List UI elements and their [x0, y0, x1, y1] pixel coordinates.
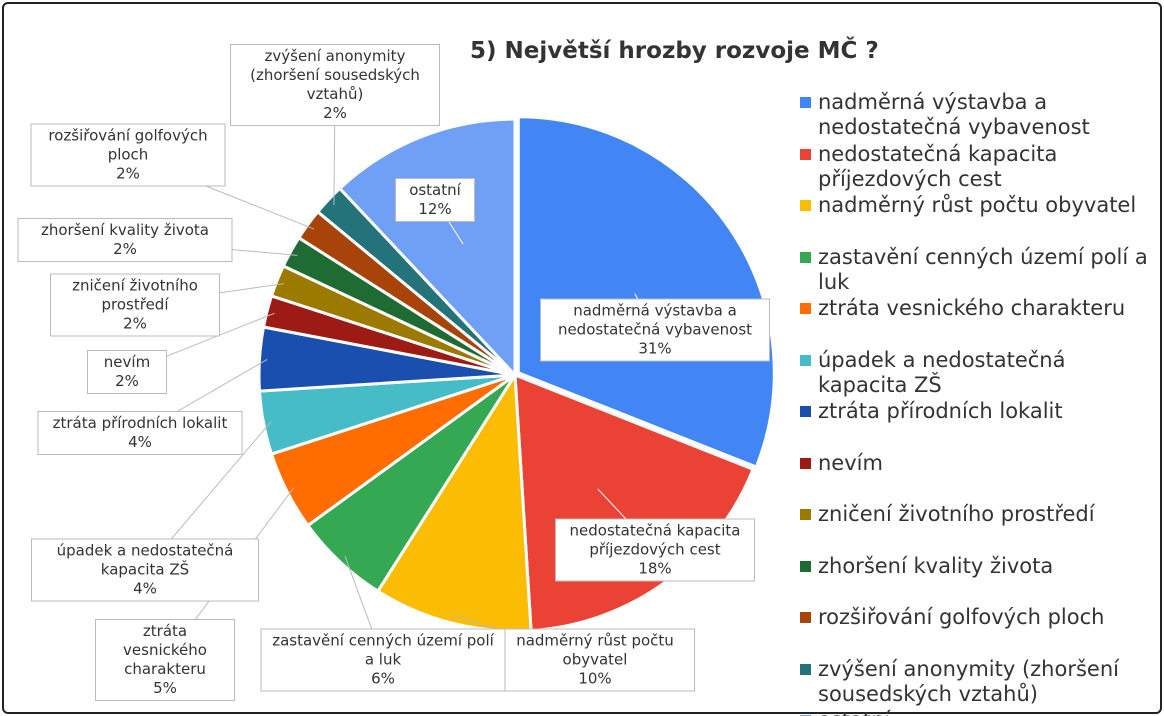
legend-text: zvýšení anonymity (zhoršení sousedských …: [818, 656, 1119, 706]
legend-text: ztráta vesnického charakteru: [818, 296, 1126, 320]
data-label: nedostatečná kapacita příjezdových cest 1…: [555, 518, 755, 582]
legend-item: rozšiřování golfových ploch: [800, 605, 1150, 630]
label-value: 2%: [123, 314, 147, 333]
legend-swatch: [800, 612, 811, 623]
legend-text: úpadek a nedostatečná kapacita ZŠ: [818, 347, 1066, 397]
label-category: zvýšení anonymity (zhoršení sousedských …: [250, 47, 420, 103]
legend-swatch: [800, 97, 811, 108]
legend-text: ostatní: [818, 708, 1150, 716]
label-value: 2%: [115, 372, 139, 390]
label-category: nadměrná výstavba a nedostatečná vybaven…: [557, 301, 753, 339]
legend-text: nevím: [818, 450, 883, 475]
label-category: ztráta vesnického charakteru: [123, 622, 207, 678]
chart-title: 5) Největší hrozby rozvoje MČ ?: [470, 38, 879, 64]
data-label: zvýšení anonymity (zhoršení sousedských …: [230, 44, 440, 126]
legend-text: nedostatečná kapacita příjezdových cest: [818, 141, 1058, 191]
label-value: 18%: [638, 559, 672, 578]
label-category: nevím: [103, 353, 151, 371]
data-label: zastavění cenných území polí a luk 6%: [260, 628, 506, 692]
legend-item: ztráta přírodních lokalit: [800, 399, 1150, 424]
legend-swatch: [800, 200, 811, 211]
legend-text: ztráta přírodních lokalit: [818, 399, 1063, 423]
legend-swatch: [800, 457, 811, 469]
label-value: 5%: [153, 679, 177, 697]
data-label: ztráta vesnického charakteru 5%: [95, 619, 235, 701]
label-category: rozšiřování golfových ploch: [48, 126, 208, 164]
label-category: zničení životního prostředí: [72, 276, 198, 314]
legend-swatch: [800, 509, 811, 520]
legend-swatch: [800, 354, 811, 366]
legend-item: nadměrná výstavba a nedostatečná vybaven…: [800, 90, 1150, 140]
data-label: úpadek a nedostatečná kapacita ZŠ 4%: [31, 538, 259, 602]
legend-swatch: [800, 251, 811, 263]
legend-item: zhoršení kvality života: [800, 554, 1150, 579]
legend-text: nadměrná výstavba a nedostatečná vybaven…: [818, 90, 1090, 139]
label-value: 6%: [371, 669, 395, 688]
legend-item: zvýšení anonymity (zhoršení sousedských …: [800, 657, 1150, 707]
legend-item: nedostatečná kapacita příjezdových cest: [800, 142, 1150, 192]
legend-item: nevím: [800, 451, 1150, 476]
legend-swatch: [800, 303, 811, 314]
data-label: zhoršení kvality života 2%: [17, 218, 233, 262]
legend-item: úpadek a nedostatečná kapacita ZŠ: [800, 348, 1150, 398]
legend-text: rozšiřování golfových ploch: [818, 605, 1105, 629]
legend-swatch: [800, 663, 811, 675]
data-label: rozšiřování golfových ploch 2%: [30, 123, 226, 187]
legend-swatch: [800, 560, 811, 572]
legend-item: zastavění cenných území polí a luk: [800, 245, 1150, 295]
data-label: zničení životního prostředí 2%: [50, 273, 220, 337]
label-category: zhoršení kvality života: [41, 221, 209, 239]
label-category: nadměrný růst počtu obyvatel: [516, 631, 674, 669]
legend-item: ostatní: [800, 708, 1150, 716]
label-category: zastavění cenných území polí a luk: [272, 631, 494, 669]
data-label: nadměrná výstavba a nedostatečná vybaven…: [540, 298, 770, 362]
label-category: nedostatečná kapacita příjezdových cest: [569, 521, 741, 559]
label-value: 4%: [133, 579, 157, 598]
legend-swatch: [800, 406, 811, 417]
legend-text: zničení životního prostředí: [818, 502, 1095, 526]
legend-item: zničení životního prostředí: [800, 502, 1150, 527]
label-category: ztráta přírodních lokalit: [52, 414, 228, 432]
label-category: ostatní: [409, 181, 461, 199]
legend-item: nadměrný růst počtu obyvatel: [800, 193, 1150, 218]
label-value: 2%: [113, 240, 137, 258]
label-value: 10%: [578, 669, 612, 688]
label-value: 2%: [116, 164, 140, 183]
label-category: úpadek a nedostatečná kapacita ZŠ: [56, 541, 234, 579]
data-label: ztráta přírodních lokalit 4%: [37, 411, 243, 455]
label-value: 4%: [128, 433, 152, 451]
legend-text: nadměrný růst počtu obyvatel: [818, 193, 1137, 217]
label-value: 12%: [418, 200, 452, 218]
legend-swatch: [800, 148, 811, 160]
pie-slice: [516, 115, 776, 469]
legend-item: ztráta vesnického charakteru: [800, 296, 1150, 321]
data-label: nevím 2%: [87, 350, 167, 394]
label-value: 2%: [323, 104, 347, 122]
legend-text: zastavění cenných území polí a luk: [818, 244, 1148, 294]
label-value: 31%: [638, 339, 672, 358]
data-label: nadměrný růst počtu obyvatel 10%: [495, 628, 695, 692]
legend-text: zhoršení kvality života: [818, 553, 1054, 578]
data-label: ostatní 12%: [395, 178, 475, 222]
